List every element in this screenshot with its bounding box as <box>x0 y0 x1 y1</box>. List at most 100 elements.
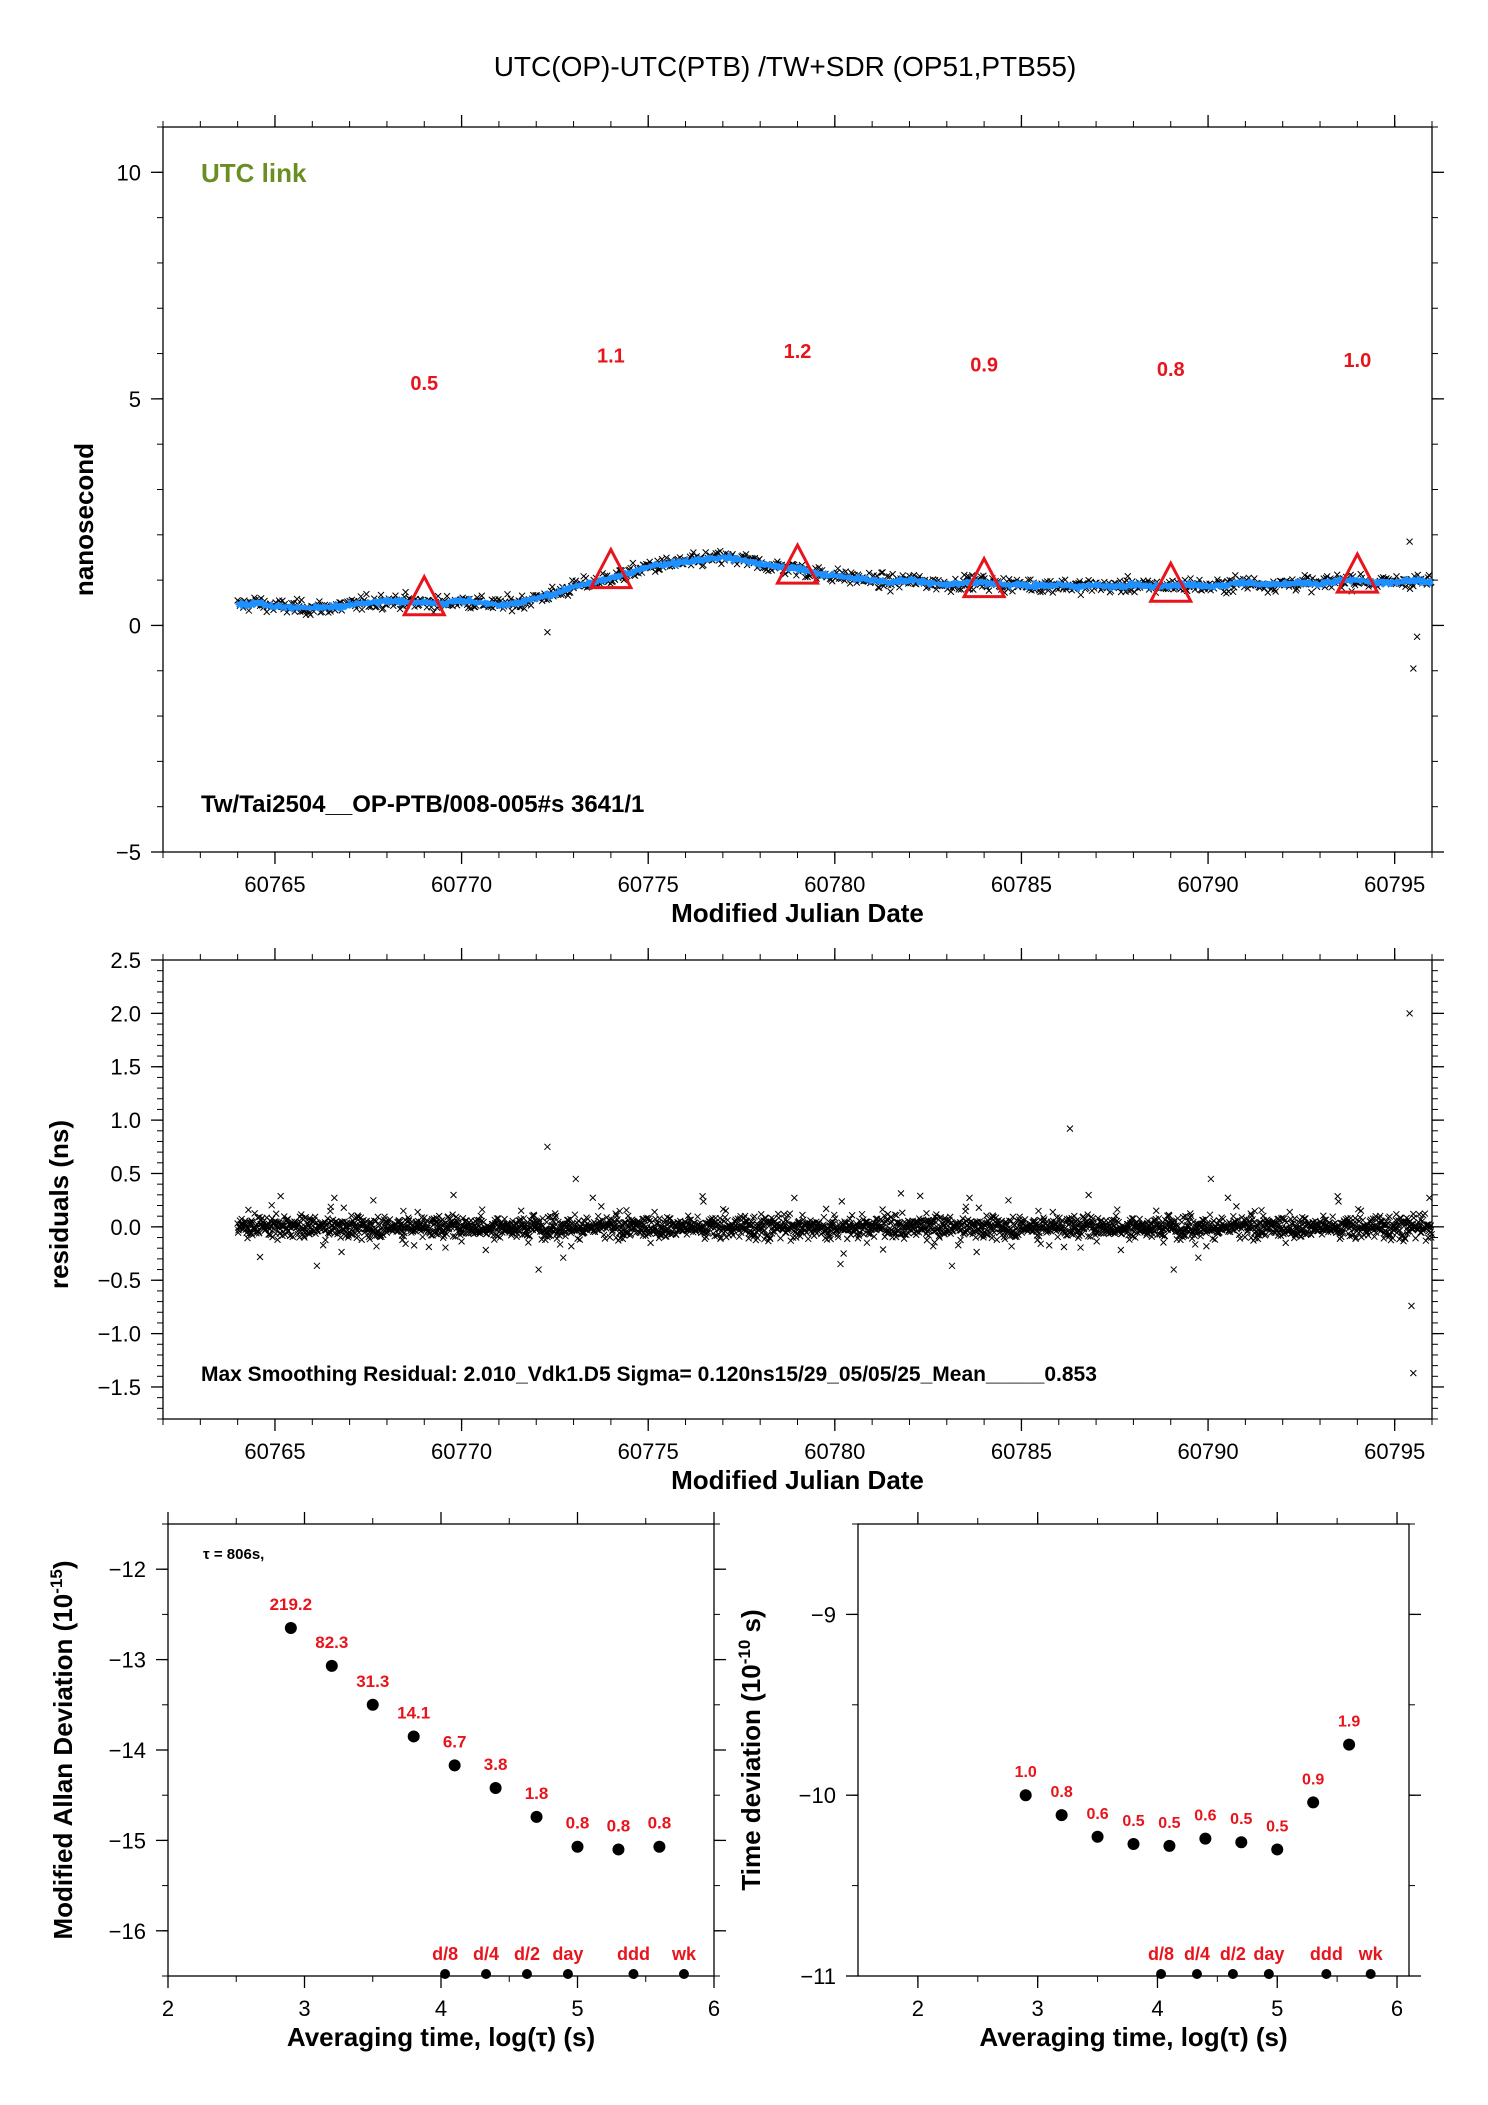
mean-label: 1.1 <box>597 346 625 368</box>
x-axis-title: Modified Julian Date <box>671 898 924 928</box>
smoothed-point <box>547 596 551 601</box>
mean-label: 1.0 <box>1343 350 1371 372</box>
residual-point <box>524 1239 532 1246</box>
x-tick-label: 60785 <box>991 1439 1052 1464</box>
y-tick-label: −1.5 <box>98 1375 141 1400</box>
y-tick-label: 10 <box>117 160 141 185</box>
x-tick-label: 60795 <box>1364 1439 1425 1464</box>
residual-point <box>567 1242 575 1250</box>
residual-point <box>414 1208 422 1216</box>
y-tick-label: 5 <box>129 387 141 412</box>
raw-point <box>443 592 451 600</box>
residual-point <box>623 1206 630 1214</box>
raw-point <box>702 549 710 556</box>
raw-point <box>1308 588 1315 596</box>
raw-point <box>801 573 809 581</box>
raw-point <box>293 595 301 603</box>
x-tick-label: 60790 <box>1177 1439 1238 1464</box>
residual-point <box>256 1253 264 1261</box>
mean-label: 0.5 <box>410 373 438 395</box>
raw-point <box>1393 573 1400 580</box>
residual-point <box>268 1201 276 1209</box>
figure-title: UTC(OP)-UTC(PTB) /TW+SDR (OP51,PTB55) <box>494 51 1077 82</box>
x-tick-label: 60770 <box>431 872 492 897</box>
raw-point <box>1061 576 1069 584</box>
residual-point <box>458 1238 465 1245</box>
raw-point <box>1037 588 1044 596</box>
residual-point <box>251 1210 259 1217</box>
raw-point <box>1272 588 1279 595</box>
raw-point <box>969 586 977 593</box>
raw-point <box>985 587 993 594</box>
residual-point <box>322 1236 329 1244</box>
x-tick-label: 60775 <box>618 872 679 897</box>
raw-point <box>478 592 486 600</box>
residual-point <box>559 1254 567 1262</box>
smoothed-point <box>1418 582 1423 586</box>
raw-point <box>504 590 511 598</box>
x-tick-label: 60765 <box>244 872 305 897</box>
raw-point <box>842 568 850 576</box>
residual-point <box>358 1236 366 1244</box>
y-tick-label: 0.5 <box>110 1161 141 1186</box>
residual-point <box>373 1242 380 1250</box>
x-tick-label: 60770 <box>431 1439 492 1464</box>
residual-point <box>245 1206 252 1214</box>
x-tick-label: 60795 <box>1364 872 1425 897</box>
plot-border <box>162 959 1433 1420</box>
raw-point <box>1127 586 1135 594</box>
stats-note: Max Smoothing Residual: 2.010_Vdk1.D5 Si… <box>201 1363 1097 1386</box>
outlier-point <box>1406 538 1413 545</box>
residual-point <box>564 1216 572 1224</box>
y-tick-label: 0 <box>129 613 141 638</box>
y-tick-label: 0.0 <box>110 1215 141 1240</box>
x-axis-title: Modified Julian Date <box>671 1465 924 1495</box>
raw-point <box>1000 574 1007 582</box>
x-tick-label: 60780 <box>804 1439 865 1464</box>
outlier-point <box>1413 633 1421 641</box>
smoothed-point <box>467 595 472 600</box>
residual-point <box>450 1191 457 1199</box>
y-tick-label: −5 <box>116 840 141 865</box>
raw-point <box>1024 576 1032 584</box>
residual-point <box>556 1241 564 1248</box>
x-tick-label: 60765 <box>244 1439 305 1464</box>
smoothed-point <box>289 603 293 607</box>
y-tick-label: 2.0 <box>110 1001 141 1026</box>
x-tick-label: 60780 <box>804 872 865 897</box>
x-tick-label: 60790 <box>1177 872 1238 897</box>
residual-point <box>324 1215 332 1222</box>
plot-border <box>162 126 1433 853</box>
smoothed-point <box>1430 581 1434 585</box>
residual-point <box>419 1233 426 1241</box>
raw-point <box>977 573 985 581</box>
raw-point <box>947 588 955 596</box>
residual-point <box>535 1266 542 1273</box>
raw-point <box>1425 571 1433 579</box>
y-axis-title: residuals (ns) <box>44 1120 74 1289</box>
residual-points <box>234 1010 1436 1377</box>
smoothed-point <box>283 607 288 612</box>
raw-point <box>527 602 535 609</box>
raw-point <box>402 588 409 596</box>
smoothed-point <box>446 603 450 607</box>
raw-point <box>878 569 885 577</box>
residual-point <box>517 1207 525 1215</box>
raw-point <box>887 587 894 595</box>
residual-point <box>478 1206 486 1213</box>
residual-point <box>543 1218 551 1226</box>
residual-point <box>571 1211 579 1219</box>
y-tick-label: 1.0 <box>110 1108 141 1133</box>
link-label: UTC link <box>201 158 307 188</box>
smoothed-point <box>394 597 398 601</box>
residual-point <box>313 1262 321 1270</box>
raw-point <box>651 568 659 575</box>
raw-point <box>1049 589 1057 596</box>
smoothed-point <box>347 599 351 603</box>
smoothed-point <box>291 609 295 613</box>
outlier-point <box>544 628 551 636</box>
y-tick-label: 1.5 <box>110 1055 141 1080</box>
raw-point <box>875 584 883 592</box>
residual-point <box>572 1175 580 1183</box>
